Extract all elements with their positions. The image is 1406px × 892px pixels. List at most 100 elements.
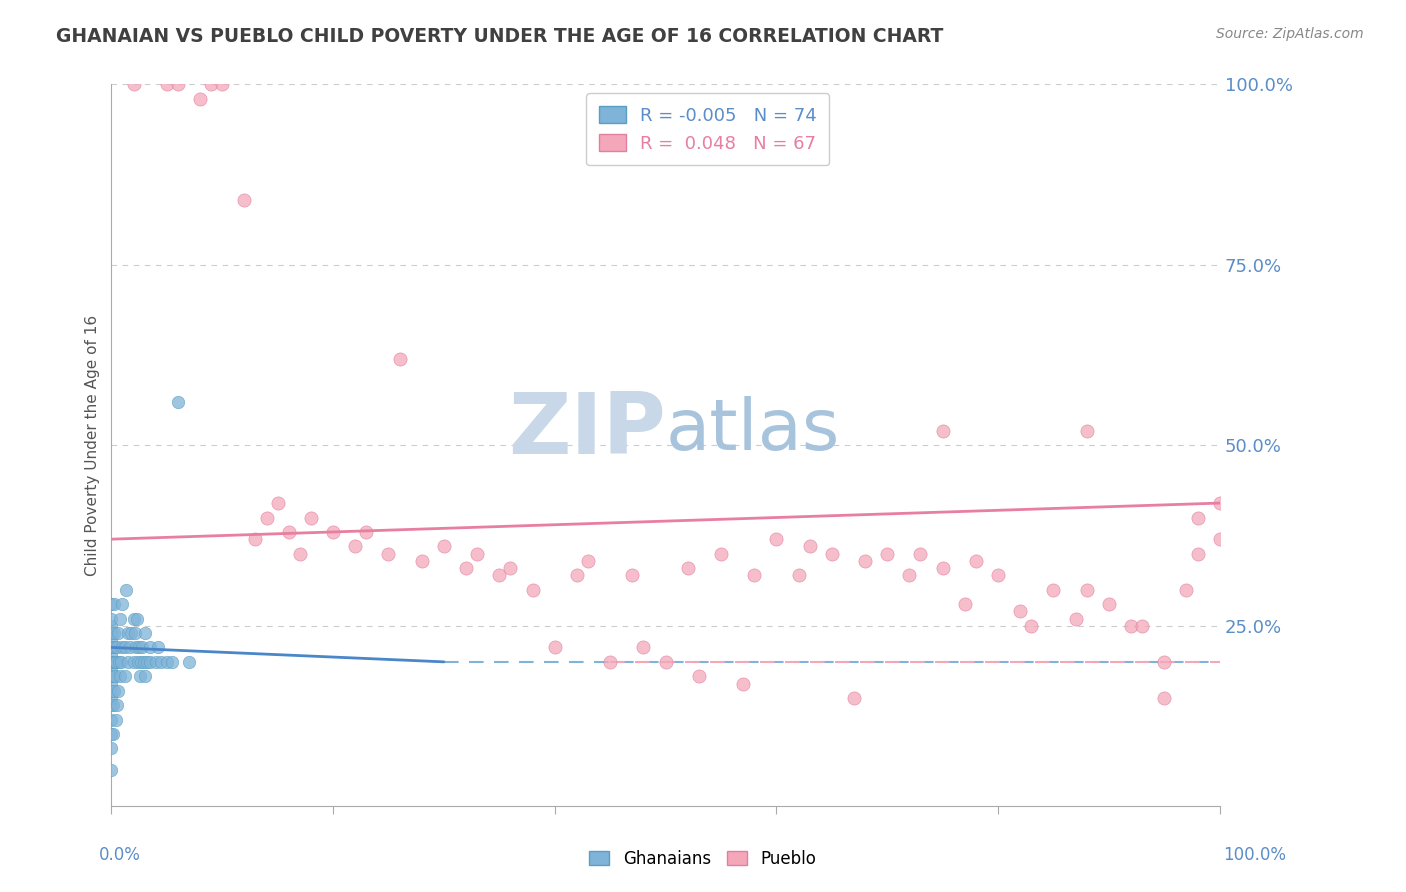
- Point: [114, 669, 136, 683]
- Point: [100, 655, 122, 669]
- Point: [1187, 547, 1209, 561]
- Point: [167, 395, 190, 409]
- Point: [139, 640, 162, 655]
- Point: [245, 532, 267, 546]
- Point: [633, 640, 655, 655]
- Point: [277, 524, 299, 539]
- Point: [200, 78, 222, 92]
- Point: [110, 611, 132, 625]
- Point: [931, 424, 953, 438]
- Point: [110, 655, 132, 669]
- Point: [654, 655, 676, 669]
- Point: [100, 655, 122, 669]
- Point: [288, 547, 311, 561]
- Legend: R = -0.005   N = 74, R =  0.048   N = 67: R = -0.005 N = 74, R = 0.048 N = 67: [586, 94, 830, 165]
- Point: [411, 554, 433, 568]
- Point: [1098, 597, 1121, 611]
- Point: [853, 554, 876, 568]
- Point: [100, 626, 122, 640]
- Point: [821, 547, 844, 561]
- Point: [100, 676, 122, 690]
- Point: [188, 92, 211, 106]
- Point: [125, 611, 148, 625]
- Point: [162, 655, 184, 669]
- Point: [129, 669, 152, 683]
- Point: [266, 496, 288, 510]
- Point: [1175, 582, 1198, 597]
- Point: [454, 561, 477, 575]
- Point: [898, 568, 921, 582]
- Point: [145, 655, 167, 669]
- Point: [122, 655, 145, 669]
- Point: [100, 683, 122, 698]
- Point: [104, 669, 127, 683]
- Point: [101, 698, 124, 713]
- Point: [103, 683, 125, 698]
- Point: [101, 727, 124, 741]
- Point: [100, 640, 122, 655]
- Point: [128, 640, 150, 655]
- Point: [127, 655, 149, 669]
- Point: [710, 547, 733, 561]
- Point: [676, 561, 699, 575]
- Point: [111, 640, 134, 655]
- Point: [544, 640, 567, 655]
- Point: [103, 655, 125, 669]
- Point: [101, 669, 124, 683]
- Legend: Ghanaians, Pueblo: Ghanaians, Pueblo: [582, 844, 824, 875]
- Text: 0.0%: 0.0%: [98, 846, 141, 863]
- Point: [1209, 496, 1232, 510]
- Text: ZIP: ZIP: [508, 390, 665, 473]
- Point: [742, 568, 765, 582]
- Point: [522, 582, 544, 597]
- Text: 100.0%: 100.0%: [1223, 846, 1286, 863]
- Point: [576, 554, 599, 568]
- Point: [100, 713, 122, 727]
- Point: [931, 561, 953, 575]
- Point: [122, 611, 145, 625]
- Point: [114, 640, 136, 655]
- Point: [146, 640, 169, 655]
- Point: [114, 582, 136, 597]
- Point: [135, 655, 157, 669]
- Text: GHANAIAN VS PUEBLO CHILD POVERTY UNDER THE AGE OF 16 CORRELATION CHART: GHANAIAN VS PUEBLO CHILD POVERTY UNDER T…: [56, 27, 943, 45]
- Point: [103, 597, 125, 611]
- Point: [1010, 604, 1032, 618]
- Point: [100, 763, 122, 777]
- Point: [120, 640, 142, 655]
- Point: [105, 640, 128, 655]
- Point: [132, 655, 155, 669]
- Point: [100, 669, 122, 683]
- Point: [876, 547, 898, 561]
- Point: [100, 633, 122, 648]
- Point: [101, 655, 124, 669]
- Point: [344, 540, 367, 554]
- Point: [621, 568, 644, 582]
- Point: [322, 524, 344, 539]
- Point: [1076, 424, 1098, 438]
- Point: [177, 655, 200, 669]
- Point: [156, 78, 179, 92]
- Point: [1187, 510, 1209, 524]
- Point: [100, 727, 122, 741]
- Point: [104, 640, 127, 655]
- Point: [131, 655, 153, 669]
- Point: [103, 626, 125, 640]
- Point: [388, 351, 411, 366]
- Point: [1042, 582, 1064, 597]
- Point: [799, 540, 821, 554]
- Point: [356, 524, 378, 539]
- Point: [256, 510, 278, 524]
- Point: [910, 547, 932, 561]
- Point: [124, 626, 146, 640]
- Point: [107, 626, 129, 640]
- Point: [104, 655, 127, 669]
- Y-axis label: Child Poverty Under the Age of 16: Child Poverty Under the Age of 16: [86, 315, 100, 576]
- Point: [965, 554, 987, 568]
- Point: [150, 655, 173, 669]
- Point: [156, 655, 179, 669]
- Point: [110, 669, 132, 683]
- Point: [125, 640, 148, 655]
- Point: [120, 626, 142, 640]
- Point: [100, 648, 122, 662]
